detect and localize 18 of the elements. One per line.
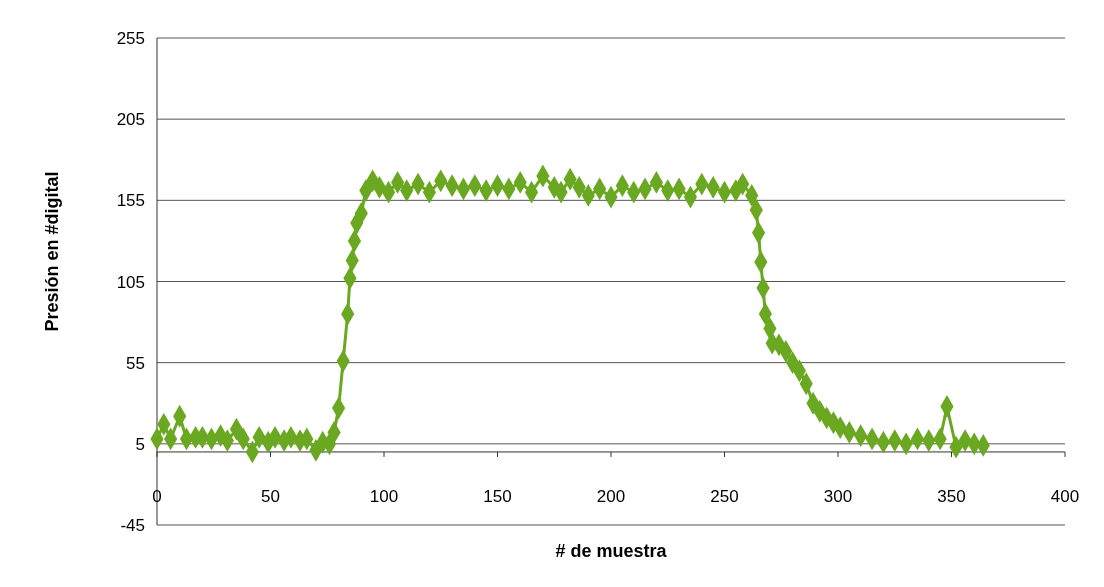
y-tick-label: -45 <box>120 516 145 535</box>
x-tick-label: 0 <box>152 486 162 506</box>
x-tick-label: 150 <box>483 486 512 506</box>
x-tick-label: 250 <box>710 486 739 506</box>
y-axis-title: Presión en #digital <box>42 171 62 332</box>
x-tick-label: 100 <box>369 486 399 506</box>
y-tick-label: 55 <box>126 353 145 373</box>
x-tick-label: 350 <box>937 486 966 506</box>
x-axis-title: # de muestra <box>555 541 668 561</box>
y-tick-label: 255 <box>116 29 145 48</box>
y-tick-label: 155 <box>116 191 145 211</box>
x-tick-label: 200 <box>596 486 626 506</box>
y-tick-label: 105 <box>116 272 145 292</box>
y-tick-label: 205 <box>116 110 145 130</box>
x-tick-label: 300 <box>823 486 853 506</box>
x-tick-label: 400 <box>1050 486 1080 506</box>
y-tick-label: 5 <box>135 434 145 454</box>
x-tick-label: 50 <box>261 486 280 506</box>
